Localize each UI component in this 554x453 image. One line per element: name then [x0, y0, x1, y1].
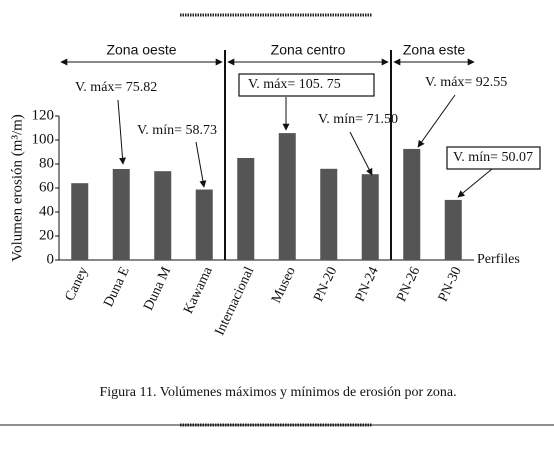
- x-tick-label: Internacional: [212, 265, 257, 338]
- bar: [403, 148, 421, 260]
- y-tick-label: 100: [32, 131, 55, 147]
- annotation-arrow: [349, 131, 373, 176]
- y-tick-label: 60: [39, 179, 54, 195]
- annotation-box: [238, 73, 375, 97]
- caption: Figura 11. Volúmenes máximos y mínimos d…: [99, 385, 456, 400]
- x-tick-label: PN-20: [311, 265, 340, 304]
- zone-label: Zona centro: [271, 42, 346, 58]
- x-tick-label: Caney: [63, 265, 92, 304]
- annotation: V. máx= 92.55: [425, 75, 507, 90]
- bar: [71, 183, 89, 260]
- zone-label: Zona oeste: [106, 42, 176, 58]
- x-tick-label: Kawama: [181, 264, 216, 316]
- annotation: V. mín= 71.50: [318, 112, 398, 127]
- y-tick-label: 120: [32, 107, 55, 123]
- x-axis-label: Perfiles: [477, 252, 520, 267]
- annotation-arrow: [195, 141, 207, 188]
- annotation-arrow: [457, 168, 493, 198]
- bar: [361, 174, 379, 260]
- y-axis-label: Volumen erosión (m³/m): [9, 114, 25, 262]
- x-tick-label: PN-26: [394, 265, 423, 304]
- annotation: V. mín= 50.07: [453, 150, 533, 165]
- annotation-arrow: [417, 94, 456, 148]
- bar: [237, 158, 255, 260]
- bar: [112, 169, 130, 260]
- x-tick-label: PN-24: [353, 265, 382, 304]
- x-tick-label: Duna E: [101, 265, 133, 310]
- annotation: V. máx= 75.82: [75, 80, 157, 95]
- y-tick-label: 0: [47, 251, 55, 267]
- annotation-box: [446, 146, 541, 170]
- zone-label: Zona este: [403, 42, 465, 58]
- bar: [195, 189, 213, 260]
- x-tick-label: Museo: [269, 265, 299, 306]
- bar: [278, 133, 296, 260]
- bar: [444, 199, 462, 260]
- x-tick-label: PN-30: [436, 265, 465, 304]
- y-tick-label: 80: [39, 155, 54, 171]
- annotation: V. mín= 58.73: [137, 123, 217, 138]
- bar: [320, 168, 338, 260]
- annotation-arrow: [117, 99, 126, 165]
- x-tick-label: Duna M: [141, 264, 174, 313]
- y-tick-label: 40: [39, 203, 54, 219]
- annotation: V. máx= 105. 75: [248, 77, 341, 92]
- y-tick-label: 20: [39, 227, 54, 243]
- bar: [154, 171, 172, 260]
